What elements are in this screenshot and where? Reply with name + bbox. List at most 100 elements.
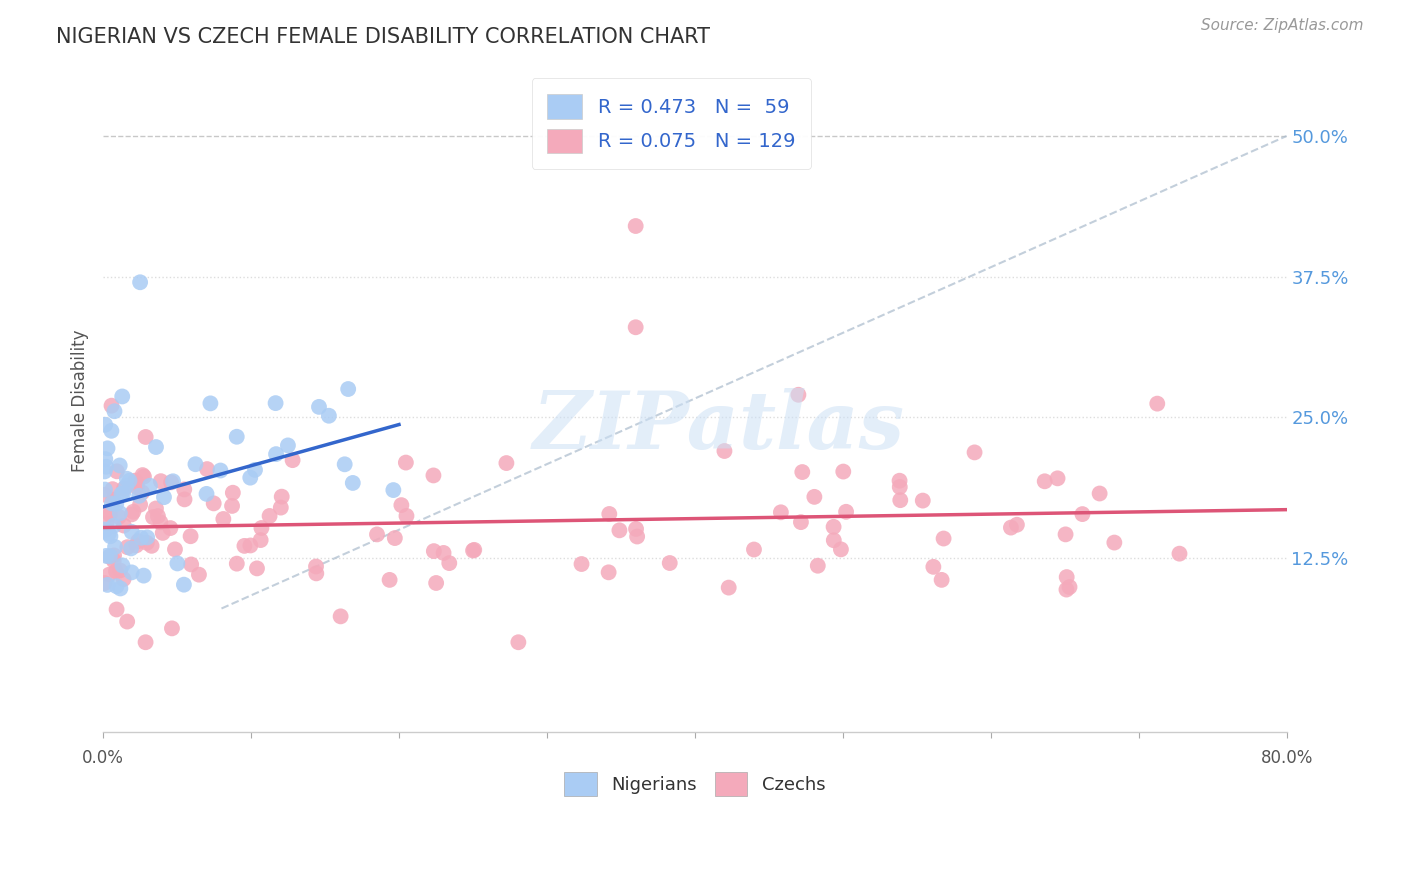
Point [127, 534, 149, 549]
Point [132, 469, 155, 483]
Point [139, 479, 162, 493]
Point [222, 485, 245, 500]
Point [187, 567, 209, 582]
Point [439, 556, 461, 570]
Point [173, 577, 195, 591]
Point [118, 474, 141, 488]
Point [1088, 486, 1111, 500]
Point [717, 581, 740, 595]
Point [105, 497, 128, 511]
Point [100, 529, 122, 543]
Point [184, 457, 207, 471]
Point [100, 399, 122, 413]
Point [277, 438, 299, 452]
Point [658, 556, 681, 570]
Point [111, 389, 134, 403]
Y-axis label: Female Disability: Female Disability [72, 329, 89, 472]
Point [422, 468, 444, 483]
Point [112, 482, 135, 496]
Point [115, 472, 138, 486]
Point [135, 430, 157, 444]
Point [423, 544, 446, 558]
Point [212, 512, 235, 526]
Point [131, 468, 153, 483]
Point [329, 609, 352, 624]
Point [792, 465, 814, 479]
Point [152, 525, 174, 540]
Point [153, 490, 176, 504]
Point [495, 456, 517, 470]
Point [609, 524, 631, 538]
Text: Source: ZipAtlas.com: Source: ZipAtlas.com [1201, 18, 1364, 33]
Point [120, 541, 142, 556]
Point [146, 509, 169, 524]
Point [508, 635, 530, 649]
Point [233, 539, 256, 553]
Point [117, 540, 139, 554]
Point [166, 557, 188, 571]
Point [195, 462, 218, 476]
Point [98, 549, 121, 564]
Point [112, 518, 135, 533]
Point [110, 582, 132, 596]
Point [889, 493, 911, 508]
Point [96, 578, 118, 592]
Point [832, 465, 855, 479]
Point [1033, 475, 1056, 489]
Point [395, 508, 418, 523]
Point [111, 558, 134, 573]
Point [94, 452, 117, 467]
Point [98, 567, 121, 582]
Point [742, 542, 765, 557]
Point [243, 463, 266, 477]
Point [104, 540, 127, 554]
Point [124, 474, 146, 488]
Point [463, 542, 485, 557]
Point [239, 539, 262, 553]
Point [98, 505, 121, 519]
Text: 0.0%: 0.0% [82, 749, 124, 767]
Point [246, 561, 269, 575]
Point [108, 564, 131, 578]
Point [112, 572, 135, 586]
Point [911, 493, 934, 508]
Point [624, 219, 647, 233]
Point [115, 479, 138, 493]
Point [337, 382, 360, 396]
Point [93, 465, 115, 479]
Point [97, 526, 120, 541]
Point [270, 490, 292, 504]
Point [103, 549, 125, 563]
Point [112, 486, 135, 500]
Point [136, 530, 159, 544]
Point [135, 635, 157, 649]
Point [180, 558, 202, 572]
Point [1104, 535, 1126, 549]
Point [249, 533, 271, 547]
Point [94, 483, 117, 497]
Point [389, 498, 412, 512]
Point [149, 516, 172, 530]
Point [129, 498, 152, 512]
Point [366, 527, 388, 541]
Point [93, 488, 115, 502]
Point [96, 442, 118, 456]
Point [932, 532, 955, 546]
Point [769, 505, 792, 519]
Point [1000, 520, 1022, 534]
Point [128, 489, 150, 503]
Point [96, 516, 118, 531]
Point [270, 500, 292, 515]
Point [384, 531, 406, 545]
Point [103, 404, 125, 418]
Point [382, 483, 405, 497]
Point [162, 475, 184, 489]
Legend: Nigerians, Czechs: Nigerians, Czechs [557, 765, 832, 803]
Point [1168, 547, 1191, 561]
Point [889, 474, 911, 488]
Text: ZIPatlas: ZIPatlas [533, 388, 904, 466]
Point [1056, 570, 1078, 584]
Point [94, 459, 117, 474]
Point [1059, 580, 1081, 594]
Point [121, 524, 143, 539]
